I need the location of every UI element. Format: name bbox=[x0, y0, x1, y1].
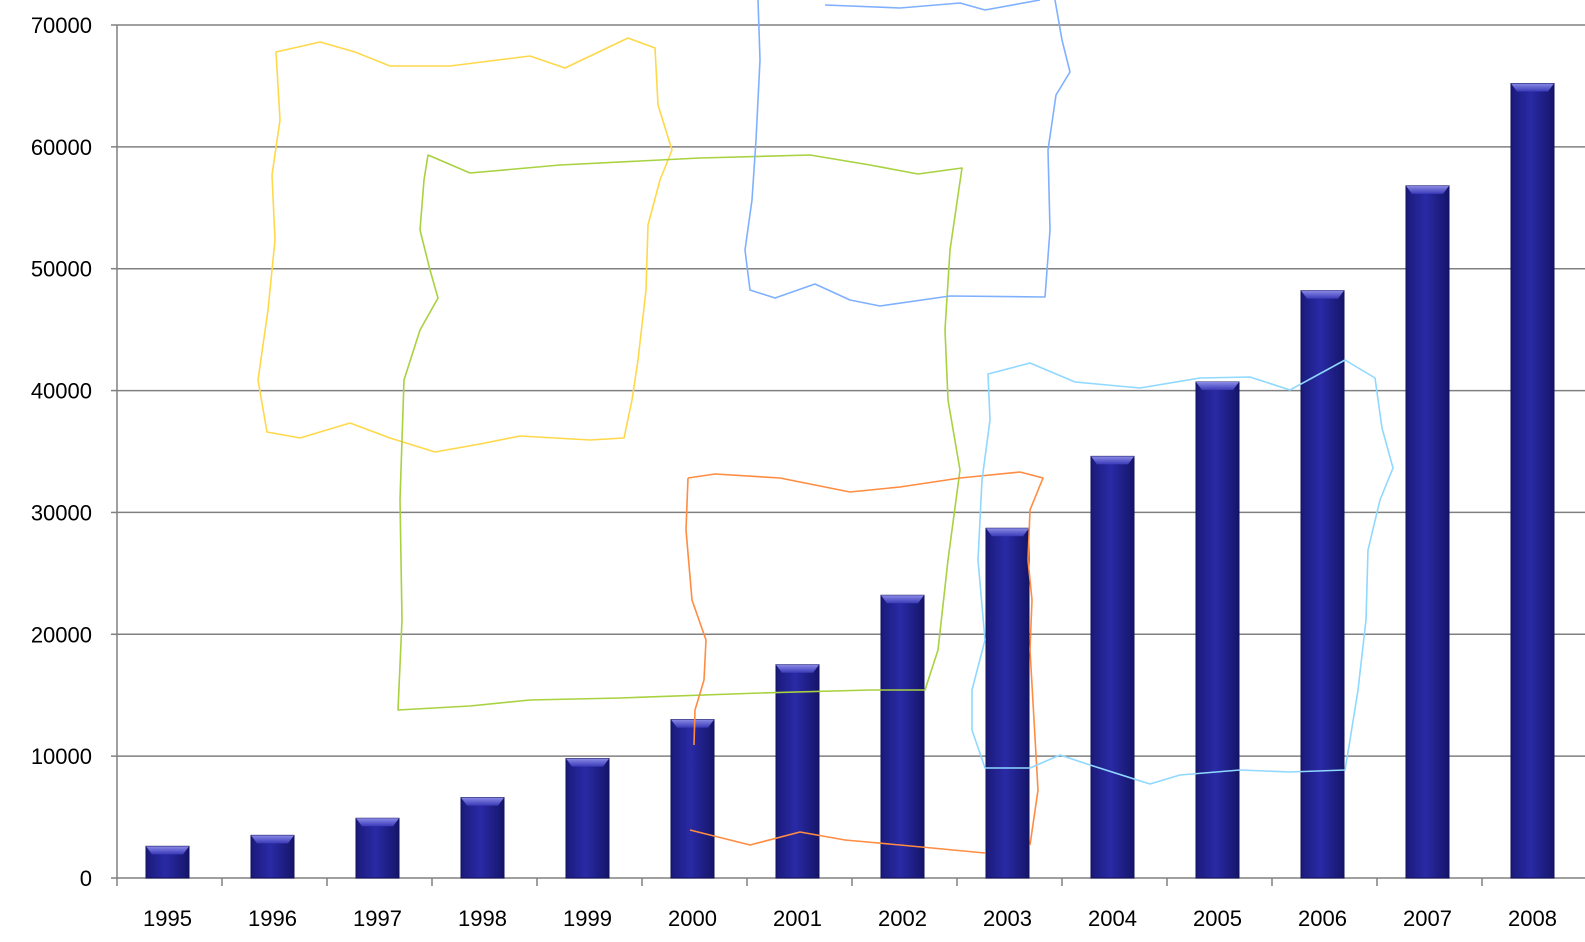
bar-1996 bbox=[250, 834, 295, 879]
y-tick-label: 20000 bbox=[31, 622, 92, 647]
bar-cap bbox=[1301, 290, 1344, 299]
bar bbox=[1300, 290, 1345, 879]
x-tick-label: 2006 bbox=[1298, 906, 1347, 931]
bar-1998 bbox=[460, 797, 505, 879]
bar-2006 bbox=[1300, 290, 1345, 879]
bar-cap bbox=[566, 758, 609, 767]
y-axis: 0 10000 20000 30000 40000 50000 60000 70000 bbox=[31, 13, 118, 891]
bar-2000 bbox=[670, 719, 715, 879]
x-tick-label: 2005 bbox=[1193, 906, 1242, 931]
x-tick-label: 1998 bbox=[458, 906, 507, 931]
bar-cap bbox=[671, 719, 714, 728]
bar-2008 bbox=[1510, 82, 1555, 879]
bar-2003 bbox=[985, 527, 1030, 879]
x-tick-label: 2008 bbox=[1508, 906, 1557, 931]
annotation-outline bbox=[685, 471, 1044, 854]
bar-cap bbox=[146, 846, 189, 855]
y-tick-label: 50000 bbox=[31, 257, 92, 282]
annotation-outline bbox=[971, 359, 1394, 785]
x-tick-label: 2007 bbox=[1403, 906, 1452, 931]
x-tick-label: 2001 bbox=[773, 906, 822, 931]
y-tick-label: 10000 bbox=[31, 744, 92, 769]
bar bbox=[670, 719, 715, 879]
hand-drawn-annotations bbox=[257, 0, 1394, 854]
x-tick-label: 2003 bbox=[983, 906, 1032, 931]
bar bbox=[775, 664, 820, 879]
x-tick-label: 1997 bbox=[353, 906, 402, 931]
y-tick-label: 0 bbox=[80, 866, 92, 891]
bar bbox=[460, 797, 505, 879]
bar-1997 bbox=[355, 817, 400, 879]
x-tick-label: 2000 bbox=[668, 906, 717, 931]
y-tick-label: 70000 bbox=[31, 13, 92, 38]
bar-cap bbox=[356, 818, 399, 827]
bar-2001 bbox=[775, 664, 820, 879]
bar bbox=[565, 758, 610, 879]
x-tick-label: 1995 bbox=[143, 906, 192, 931]
bar-cap bbox=[881, 595, 924, 604]
bar-2007 bbox=[1405, 185, 1450, 879]
bar-2004 bbox=[1090, 455, 1135, 879]
bar-cap bbox=[1511, 83, 1554, 92]
y-tick-label: 60000 bbox=[31, 135, 92, 160]
bar bbox=[355, 817, 400, 879]
bar-cap bbox=[461, 797, 504, 806]
annotation-outline bbox=[257, 37, 673, 453]
bar bbox=[880, 594, 925, 879]
x-tick-label: 2004 bbox=[1088, 906, 1137, 931]
bar-1999 bbox=[565, 758, 610, 879]
y-tick-label: 40000 bbox=[31, 379, 92, 404]
annotation-outline bbox=[744, 0, 1071, 307]
bar-2002 bbox=[880, 594, 925, 879]
x-axis: 1995 1996 1997 1998 1999 2000 2001 2002 2003 2004… bbox=[116, 877, 1585, 931]
x-tick-label: 1999 bbox=[563, 906, 612, 931]
bar-cap bbox=[251, 835, 294, 844]
annotation-outline bbox=[397, 154, 963, 711]
gridlines bbox=[117, 24, 1585, 757]
bars bbox=[145, 82, 1555, 879]
bar-1995 bbox=[145, 845, 190, 879]
y-tick-label: 30000 bbox=[31, 500, 92, 525]
x-tick-label: 1996 bbox=[248, 906, 297, 931]
bar-cap bbox=[1091, 456, 1134, 465]
bar-cap bbox=[986, 528, 1029, 537]
bar bbox=[985, 527, 1030, 879]
bar bbox=[1090, 455, 1135, 879]
bar bbox=[1405, 185, 1450, 879]
bar bbox=[1510, 82, 1555, 879]
bar-2005 bbox=[1195, 381, 1240, 879]
bar bbox=[1195, 381, 1240, 879]
bar-cap bbox=[776, 664, 819, 673]
x-tick-label: 2002 bbox=[878, 906, 927, 931]
bar-cap bbox=[1406, 185, 1449, 194]
bar-cap bbox=[1196, 382, 1239, 391]
